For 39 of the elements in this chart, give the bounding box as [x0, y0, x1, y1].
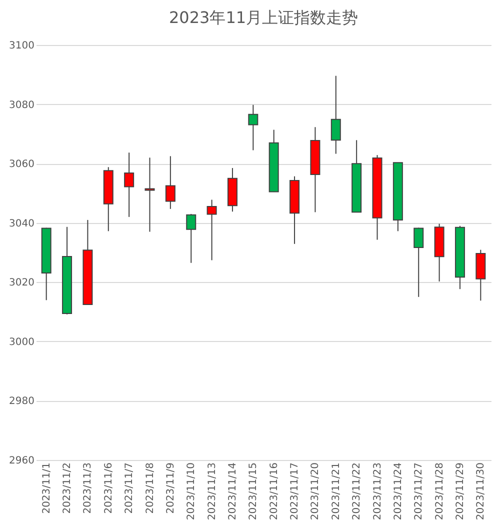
- x-tick-label: 2023/11/21: [330, 462, 342, 520]
- x-tick-label: 2023/11/15: [248, 462, 260, 520]
- candlestick: [248, 104, 258, 151]
- x-tick-label: 2023/11/9: [165, 462, 176, 514]
- candlestick: [186, 213, 196, 264]
- x-tick-label: 2023/11/16: [268, 462, 280, 520]
- candlestick: [330, 75, 341, 154]
- x-tick-label: 2023/11/1: [41, 462, 52, 514]
- x-tick-label: 2023/11/14: [227, 462, 238, 520]
- candlestick: [414, 227, 424, 298]
- y-tick-label: 2980: [9, 396, 34, 408]
- x-tick-label: 2023/11/28: [434, 462, 446, 520]
- chart-title: 2023年11月上证指数走势: [168, 8, 358, 27]
- x-tick-label: 2023/11/7: [124, 462, 136, 514]
- candlestick: [206, 199, 217, 261]
- x-tick-label: 2023/11/23: [372, 462, 384, 520]
- x-tick-label: 2023/11/24: [392, 462, 404, 520]
- candlestick: [124, 152, 134, 218]
- x-tick-label: 2023/11/27: [414, 462, 425, 520]
- x-tick-label: 2023/11/10: [186, 462, 198, 520]
- x-tick-label: 2023/11/13: [206, 462, 218, 520]
- x-tick-label: 2023/11/6: [103, 462, 114, 514]
- x-tick-label: 2023/11/20: [310, 462, 322, 520]
- x-tick-label: 2023/11/3: [82, 462, 94, 514]
- y-tick-label: 3020: [9, 278, 34, 289]
- y-tick-label: 3100: [9, 40, 34, 52]
- candlestick: [165, 156, 176, 210]
- x-tick-label: 2023/11/30: [476, 462, 487, 520]
- x-tick-label: 2023/11/8: [144, 462, 156, 514]
- x-tick-label: 2023/11/22: [352, 462, 363, 520]
- candlestick: [144, 157, 155, 232]
- y-tick-label: 3080: [9, 100, 34, 111]
- y-tick-label: 3060: [9, 159, 34, 170]
- x-tick-label: 2023/11/2: [62, 462, 74, 514]
- y-tick-label: 2960: [9, 456, 34, 466]
- x-tick-label: 2023/11/17: [290, 462, 301, 520]
- y-tick-label: 3040: [9, 218, 34, 230]
- x-tick-label: 2023/11/29: [454, 462, 466, 520]
- y-tick-label: 3000: [9, 336, 34, 348]
